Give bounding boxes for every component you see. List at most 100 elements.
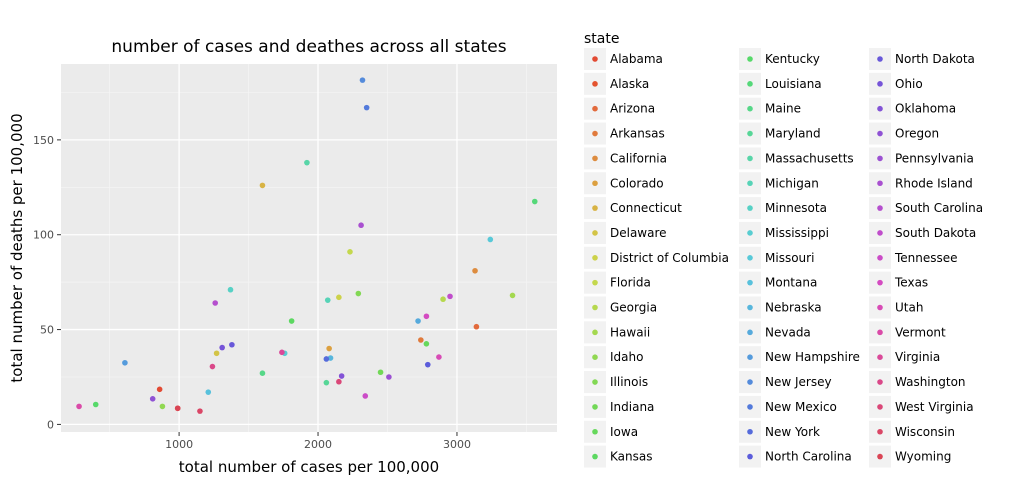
data-point [229, 341, 235, 348]
legend-item: Vermont [869, 321, 946, 344]
legend-item: Texas [869, 271, 928, 294]
legend-label: New York [765, 425, 820, 439]
legend-marker [592, 230, 598, 236]
legend-item: South Dakota [869, 221, 976, 244]
legend-item: Nevada [739, 321, 811, 344]
legend-marker [592, 155, 598, 162]
data-point [338, 373, 345, 379]
legend-item: Wisconsin [869, 420, 955, 443]
data-point [336, 294, 342, 301]
legend-label: California [610, 151, 667, 165]
legend-item: Maryland [739, 122, 821, 145]
legend-marker [877, 453, 883, 460]
legend-marker [592, 81, 598, 87]
legend-label: Arizona [610, 102, 655, 116]
legend-item: District of Columbia [584, 246, 729, 269]
plot-panel [61, 64, 557, 432]
legend-label: Alabama [610, 52, 663, 66]
data-point [288, 318, 295, 324]
legend-label: Nebraska [765, 301, 822, 315]
data-point [386, 374, 392, 380]
legend-label: Vermont [895, 325, 946, 339]
legend-label: Maryland [765, 127, 821, 141]
legend-label: Illinois [610, 375, 648, 389]
legend-item: New Jersey [739, 371, 832, 394]
legend-label: Minnesota [765, 201, 827, 215]
legend-marker [747, 81, 753, 87]
legend-item: New Hampshire [739, 346, 860, 369]
legend-item: Kansas [584, 445, 652, 468]
legend-label: Maine [765, 102, 801, 116]
data-point [174, 405, 181, 412]
y-tick-label: 100 [33, 229, 54, 242]
legend-label: District of Columbia [610, 251, 729, 265]
legend: state Alabama Alaska Arizona Arkansas Califor… [584, 31, 983, 468]
legend-marker [592, 379, 598, 385]
data-point [149, 396, 156, 402]
data-point [447, 293, 453, 300]
legend-marker [877, 105, 883, 112]
data-point [423, 313, 430, 320]
legend-item: Florida [584, 271, 651, 294]
legend-label: Idaho [610, 350, 643, 364]
y-axis-title: total number of deaths per 100,000 [8, 113, 26, 382]
data-point [213, 350, 220, 357]
legend-item: Connecticut [584, 197, 682, 220]
data-point [209, 363, 216, 370]
legend-item: South Carolina [869, 197, 983, 220]
data-points [76, 77, 538, 414]
legend-item: Maine [739, 97, 801, 120]
legend-item: Colorado [584, 172, 664, 195]
legend-marker [592, 130, 598, 137]
data-point [423, 340, 430, 347]
legend-label: Mississippi [765, 226, 829, 240]
legend-marker [747, 279, 753, 286]
data-point [323, 379, 330, 386]
legend-label: Wisconsin [895, 425, 955, 439]
legend-marker [877, 354, 883, 361]
legend-marker [592, 329, 598, 336]
legend-item: Idaho [584, 346, 643, 369]
data-point [377, 369, 384, 376]
legend-label: North Dakota [895, 52, 975, 66]
legend-label: Florida [610, 276, 651, 290]
legend-item: Iowa [584, 420, 638, 443]
legend-item: Wyoming [869, 445, 951, 468]
legend-item: Georgia [584, 296, 657, 319]
legend-item: Rhode Island [869, 172, 973, 195]
legend-marker [747, 453, 753, 460]
legend-label: Oregon [895, 127, 939, 141]
legend-marker [877, 254, 883, 261]
legend-marker [747, 205, 753, 211]
legend-label: Missouri [765, 251, 814, 265]
legend-marker [747, 404, 753, 410]
legend-label: South Carolina [895, 201, 983, 215]
data-point [531, 198, 538, 205]
y-tick-label: 0 [47, 418, 54, 431]
legend-item: Washington [869, 371, 966, 394]
data-point [304, 159, 310, 166]
legend-marker [592, 428, 598, 435]
data-point [355, 290, 362, 297]
legend-label: New Jersey [765, 375, 832, 389]
legend-marker [877, 180, 883, 187]
legend-label: Louisiana [765, 77, 822, 91]
data-point [418, 337, 424, 343]
data-point [324, 297, 331, 303]
legend-label: Virginia [895, 350, 940, 364]
data-point [336, 378, 342, 385]
legend-label: Washington [895, 375, 966, 389]
data-point [358, 222, 364, 229]
data-point [327, 355, 334, 361]
legend-item: Delaware [584, 221, 667, 244]
x-axis-title: total number of cases per 100,000 [179, 458, 439, 476]
chart-title: number of cases and deathes across all s… [111, 37, 506, 57]
legend-item: Arkansas [584, 122, 665, 145]
legend-item: Oregon [869, 122, 939, 145]
legend-item: Hawaii [584, 321, 650, 344]
legend-item: Ohio [869, 72, 923, 95]
legend-label: Massachusetts [765, 151, 854, 165]
legend-item: Alabama [584, 48, 663, 70]
y-tick-label: 150 [33, 134, 54, 147]
legend-label: Kentucky [765, 52, 820, 66]
